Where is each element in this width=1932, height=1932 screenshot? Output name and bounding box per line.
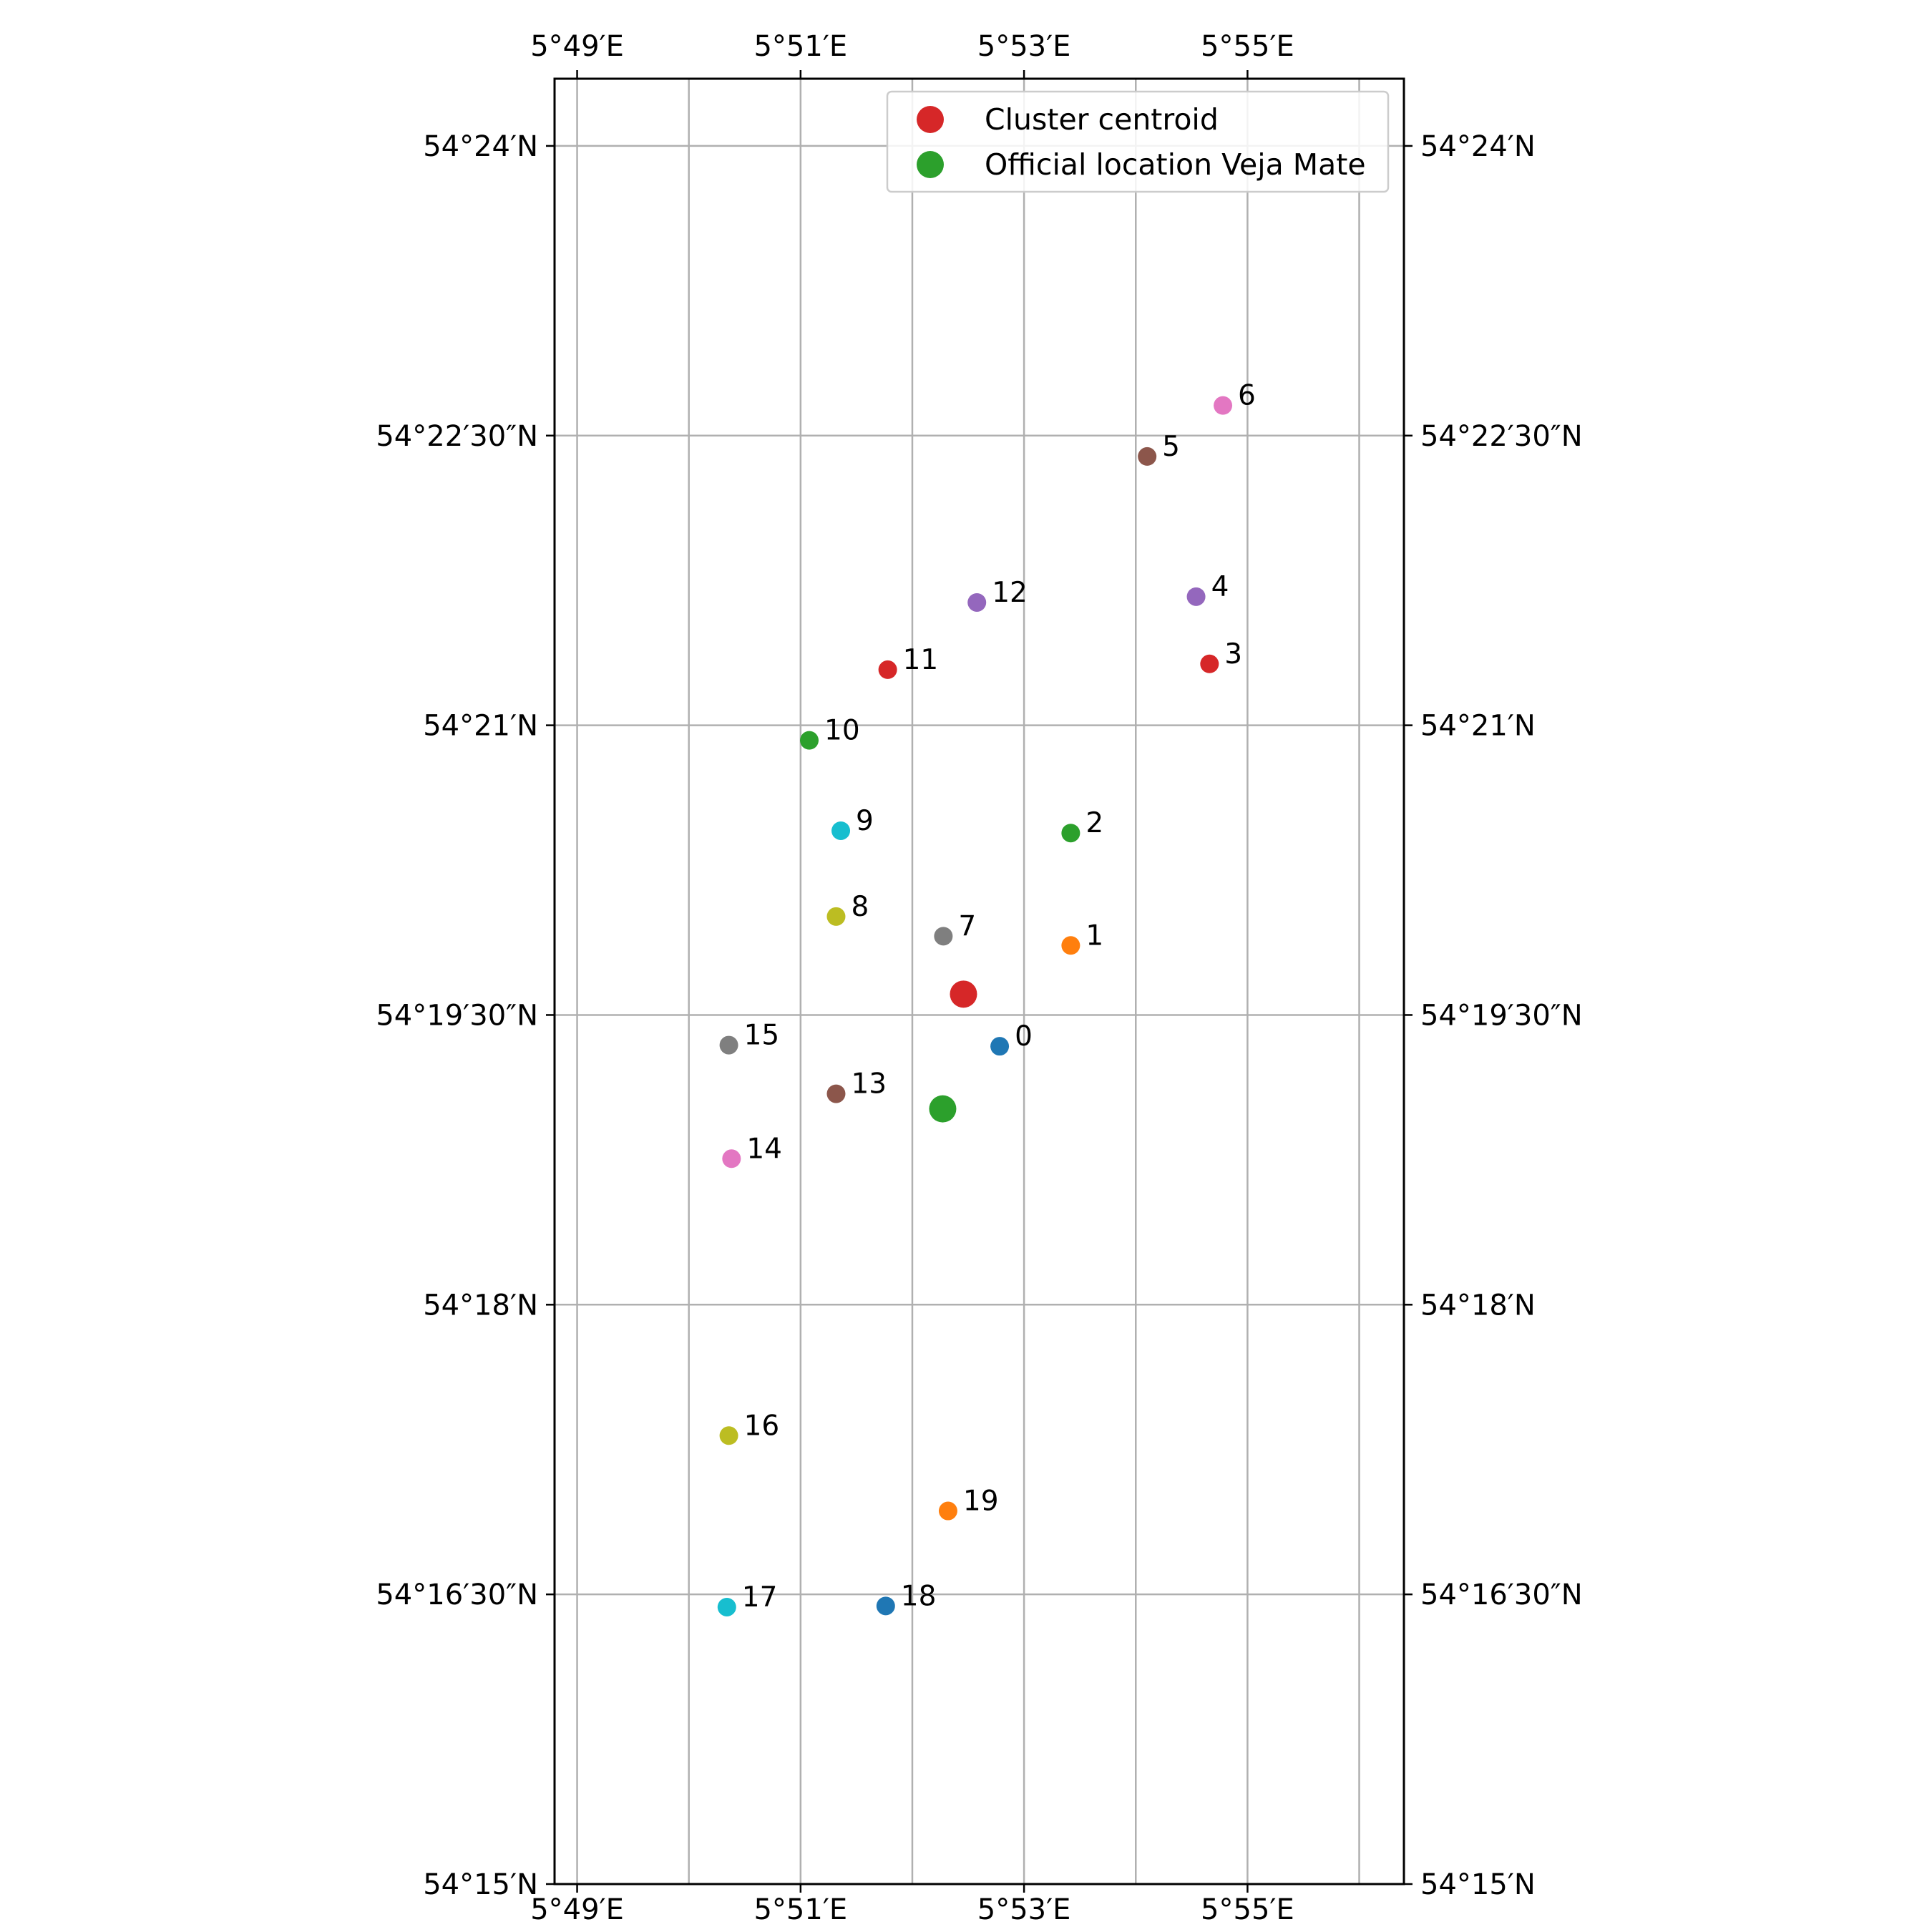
- cluster-point-label: 15: [744, 1020, 780, 1052]
- ticks-layer: 5°49′E 5°49′E 5°51′E 5°51′E 5°53′E 5°53′E 5°55…: [376, 30, 1582, 1926]
- cluster-point-label: 8: [851, 891, 869, 923]
- y-tick-label-left: 54°24′N: [423, 130, 538, 163]
- official-location-marker: [929, 1095, 957, 1123]
- y-tick-label-right: 54°21′N: [1420, 710, 1536, 743]
- x-tick-label-top: 5°51′E: [753, 30, 847, 63]
- cluster-point-1: [1061, 936, 1080, 955]
- x-tick-label-top: 5°55′E: [1201, 30, 1294, 63]
- cluster-point-5: [1138, 447, 1157, 466]
- cluster-point-17: [717, 1597, 736, 1616]
- cluster-point-9: [831, 821, 851, 840]
- legend-box: [886, 90, 1390, 193]
- cluster-point-label: 10: [824, 715, 860, 747]
- cluster-point-label: 0: [1015, 1020, 1033, 1053]
- cluster-point-12: [967, 592, 987, 612]
- cluster-point-15: [719, 1035, 738, 1055]
- plot-frame: [553, 77, 1405, 1885]
- cluster-point-label: 5: [1162, 431, 1180, 463]
- cluster-point-8: [826, 907, 846, 926]
- cluster-point-label: 2: [1085, 807, 1103, 839]
- x-tick-label-bottom: 5°53′E: [977, 1893, 1071, 1926]
- legend-label: Cluster centroid: [985, 102, 1219, 137]
- cluster-point-19: [938, 1501, 957, 1521]
- y-tick-label-right: 54°15′N: [1420, 1868, 1536, 1901]
- legend-label: Official location Veja Mate: [985, 147, 1366, 182]
- y-tick-label-left: 54°19′30″N: [376, 999, 538, 1032]
- cluster-centroid-marker: [950, 980, 977, 1008]
- cluster-point-label: 3: [1224, 638, 1242, 670]
- cluster-point-16: [719, 1426, 738, 1445]
- cluster-point-label: 12: [992, 577, 1028, 609]
- gridlines: [555, 79, 1404, 1885]
- y-tick-label-left: 54°16′30″N: [376, 1579, 538, 1611]
- cluster-point-label: 19: [963, 1485, 999, 1518]
- y-tick-label-right: 54°18′N: [1420, 1289, 1536, 1322]
- cluster-point-3: [1200, 654, 1219, 673]
- y-tick-label-right: 54°24′N: [1420, 130, 1536, 163]
- cluster-point-13: [826, 1084, 846, 1103]
- cluster-point-label: 16: [744, 1410, 780, 1442]
- cluster-point-label: 7: [958, 910, 976, 942]
- cluster-point-label: 1: [1085, 919, 1103, 952]
- cluster-point-label: 9: [856, 805, 874, 837]
- x-tick-label-top: 5°53′E: [977, 30, 1071, 63]
- cluster-point-label: 11: [903, 644, 939, 676]
- cluster-point-label: 17: [742, 1581, 778, 1614]
- cluster-point-4: [1186, 587, 1206, 606]
- y-tick-label-left: 54°15′N: [423, 1868, 538, 1901]
- y-tick-label-right: 54°19′30″N: [1420, 999, 1583, 1032]
- x-tick-label-bottom: 5°51′E: [753, 1893, 847, 1926]
- cluster-point-11: [878, 660, 897, 679]
- cluster-point-label: 13: [851, 1068, 887, 1101]
- x-tick-label-bottom: 5°49′E: [530, 1893, 624, 1926]
- x-tick-label-top: 5°49′E: [530, 30, 624, 63]
- y-tick-label-right: 54°22′30″N: [1420, 420, 1583, 453]
- y-tick-label-right: 54°16′30″N: [1420, 1579, 1583, 1611]
- y-tick-label-left: 54°18′N: [423, 1289, 538, 1322]
- cluster-point-6: [1214, 396, 1233, 415]
- cluster-point-2: [1061, 824, 1080, 843]
- cluster-point-10: [800, 731, 819, 750]
- cluster-point-label: 6: [1238, 380, 1256, 412]
- legend-marker: [917, 151, 944, 178]
- cluster-point-7: [934, 927, 953, 946]
- y-tick-label-left: 54°22′30″N: [376, 420, 538, 453]
- cluster-point-label: 4: [1211, 571, 1229, 603]
- y-tick-label-left: 54°21′N: [423, 710, 538, 743]
- x-tick-label-bottom: 5°55′E: [1201, 1893, 1294, 1926]
- legend-marker: [917, 106, 944, 133]
- cluster-point-18: [876, 1596, 895, 1616]
- cluster-point-label: 14: [746, 1133, 782, 1165]
- cluster-point-14: [722, 1149, 741, 1169]
- cluster-point-0: [990, 1037, 1010, 1056]
- legend: Cluster centroid Official location Veja M…: [886, 90, 1390, 193]
- cluster-point-label: 18: [901, 1580, 937, 1612]
